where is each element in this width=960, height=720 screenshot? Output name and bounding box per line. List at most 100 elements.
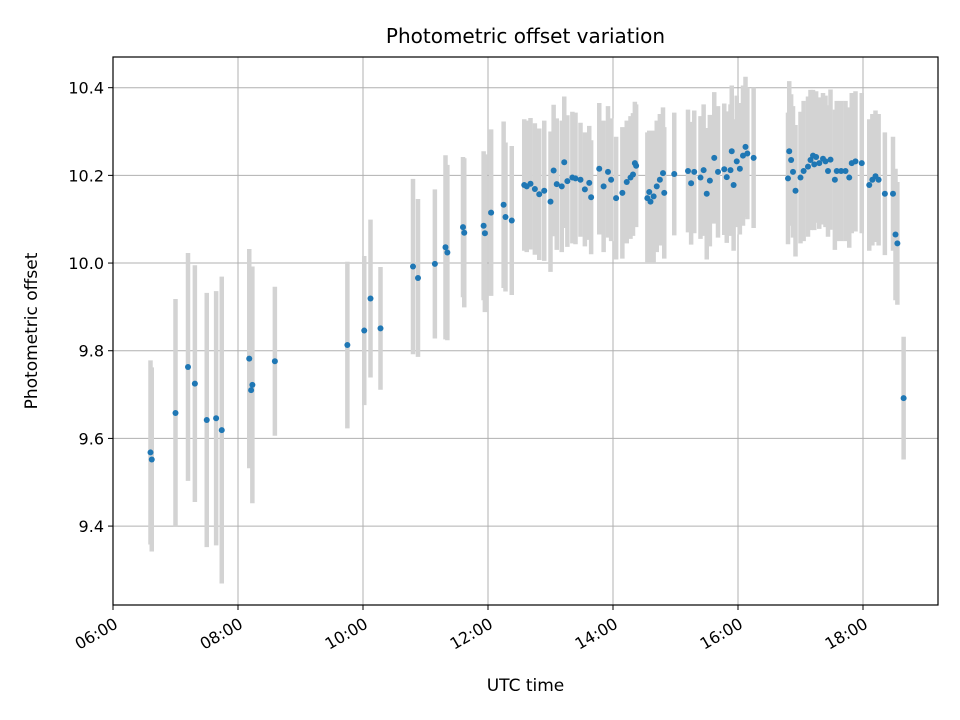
- data-point: [541, 187, 548, 194]
- data-point: [213, 415, 220, 422]
- data-point: [415, 274, 421, 281]
- y-axis-ticks: 9.4 9.6 9.8 10.0 10.2 10.4: [68, 79, 113, 536]
- data-point: [813, 153, 820, 160]
- data-point: [572, 175, 579, 182]
- data-point: [502, 214, 509, 221]
- data-point: [218, 427, 225, 434]
- data-point: [811, 161, 818, 168]
- data-point: [633, 162, 640, 169]
- data-point: [807, 157, 814, 164]
- data-point: [564, 178, 571, 185]
- data-point: [706, 177, 713, 184]
- data-point: [822, 158, 829, 165]
- data-point: [581, 186, 588, 193]
- plot-frame: [112, 56, 939, 606]
- data-point: [480, 222, 487, 229]
- data-point: [711, 154, 718, 161]
- x-axis-label: UTC time: [487, 676, 565, 696]
- data-point: [671, 171, 678, 178]
- data-point: [367, 295, 374, 302]
- data-point: [623, 178, 630, 185]
- data-point: [691, 168, 698, 175]
- data-point: [271, 358, 278, 365]
- data-point: [730, 182, 737, 189]
- data-point: [608, 176, 615, 183]
- data-point: [892, 231, 899, 238]
- data-point: [736, 165, 743, 172]
- data-point: [561, 159, 568, 166]
- y-tick-label: 9.8: [79, 342, 104, 361]
- data-point: [361, 327, 368, 334]
- data-point: [650, 193, 657, 200]
- data-point: [531, 185, 538, 192]
- data-point: [866, 182, 873, 189]
- data-point: [831, 176, 838, 183]
- data-point: [619, 189, 626, 196]
- data-point: [500, 201, 507, 208]
- data-point: [875, 176, 882, 183]
- data-point: [900, 395, 907, 402]
- data-point: [553, 181, 560, 188]
- data-point: [488, 209, 495, 216]
- data-point: [431, 260, 438, 267]
- data-point: [550, 167, 557, 174]
- data-point: [838, 167, 845, 174]
- data-point: [797, 174, 804, 181]
- data-point: [647, 198, 654, 205]
- data-point: [444, 249, 451, 256]
- data-point: [825, 167, 831, 174]
- data-point: [894, 240, 901, 247]
- data-point: [750, 154, 757, 161]
- data-point: [249, 381, 256, 388]
- data-point: [508, 217, 515, 224]
- data-point: [246, 355, 253, 362]
- data-point: [377, 325, 384, 332]
- data-point: [715, 168, 721, 175]
- data-point: [547, 198, 554, 205]
- data-point: [588, 194, 595, 201]
- y-axis-label: Photometric offset: [22, 252, 42, 409]
- data-point: [688, 180, 695, 187]
- y-tick-label: 10.4: [68, 79, 104, 98]
- chart-title: Photometric offset variation: [386, 24, 665, 48]
- data-point: [148, 456, 155, 463]
- data-point: [685, 167, 691, 174]
- y-tick-label: 10.0: [68, 254, 104, 273]
- data-point: [596, 165, 603, 172]
- data-point: [613, 195, 620, 202]
- data-point: [733, 158, 740, 165]
- data-point: [577, 176, 584, 183]
- data-point: [744, 150, 751, 157]
- data-point: [790, 168, 796, 175]
- data-point: [600, 183, 607, 190]
- data-point: [630, 171, 636, 178]
- data-point: [646, 189, 653, 196]
- data-point: [660, 170, 666, 177]
- data-point: [792, 187, 799, 194]
- data-point: [661, 189, 668, 196]
- data-point: [846, 174, 853, 181]
- data-point: [727, 167, 734, 174]
- data-point: [410, 263, 416, 270]
- y-tick-label: 9.6: [79, 429, 104, 448]
- data-point: [344, 342, 351, 349]
- data-point: [461, 229, 468, 236]
- data-point: [656, 176, 663, 183]
- data-point: [728, 148, 735, 155]
- data-point: [586, 179, 593, 186]
- data-point: [858, 160, 865, 167]
- data-point: [248, 387, 255, 394]
- data-point: [881, 190, 888, 197]
- data-point: [442, 244, 449, 251]
- data-point: [816, 160, 823, 167]
- data-point: [788, 157, 795, 164]
- data-point: [842, 167, 849, 174]
- data-point: [723, 174, 730, 181]
- data-point: [527, 180, 534, 187]
- data-point: [852, 158, 859, 165]
- data-point: [605, 168, 611, 175]
- y-tick-label: 9.4: [79, 517, 104, 536]
- data-point: [172, 409, 179, 416]
- data-point: [890, 190, 896, 197]
- data-point: [700, 167, 707, 174]
